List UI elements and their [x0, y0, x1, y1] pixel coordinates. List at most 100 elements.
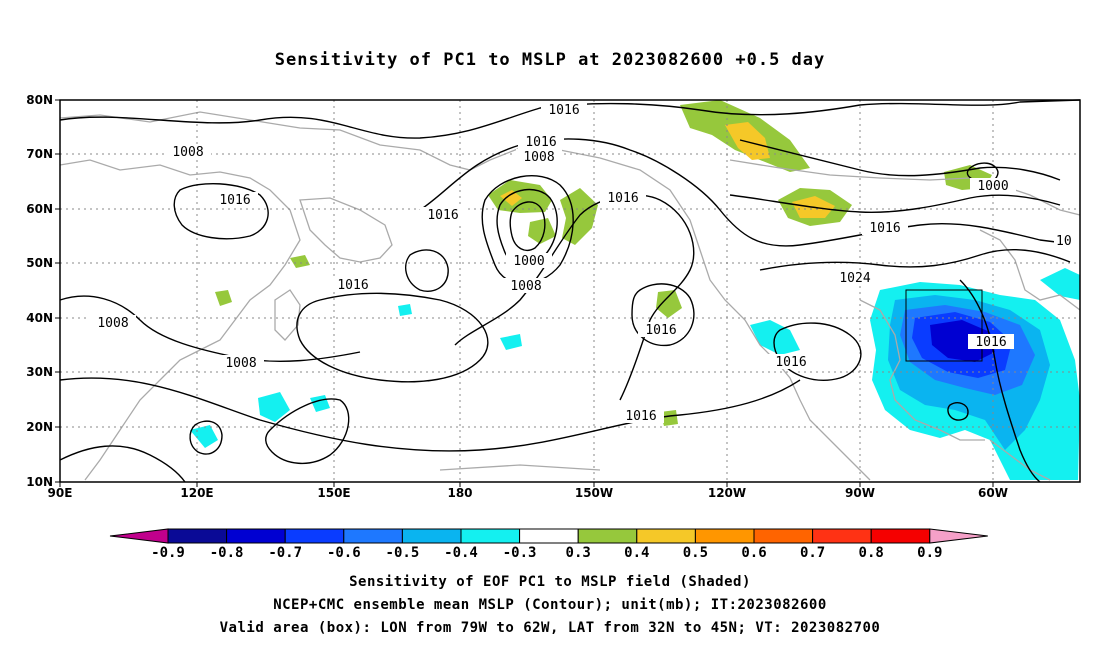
colorbar-segment [284, 528, 345, 544]
colorbar-label: -0.9 [151, 545, 185, 561]
lon-tick-label: 150W [575, 486, 613, 500]
latitude-axis: 80N 70N 60N 50N 40N 30N 20N 10N [26, 93, 60, 489]
colorbar-label: 0.8 [859, 545, 884, 561]
map-frame [59, 99, 1081, 483]
mslp-contour [631, 283, 695, 347]
coastline [859, 299, 985, 441]
mslp-contour [481, 175, 574, 285]
svg-text:1024: 1024 [839, 271, 870, 286]
coastline [59, 159, 301, 481]
svg-text:1016: 1016 [607, 191, 638, 206]
contour-label: 1016 [768, 354, 814, 370]
svg-text:1016: 1016 [645, 323, 676, 338]
colorbar-label: -0.4 [444, 545, 478, 561]
svg-text:10: 10 [1056, 234, 1072, 249]
contour-label: 1016 [420, 207, 466, 223]
colorbar-label: 0.4 [624, 545, 649, 561]
colorbar-segment [870, 528, 931, 544]
svg-text:1016: 1016 [775, 355, 806, 370]
colorbar-segment [401, 528, 462, 544]
mslp-contour [59, 377, 801, 452]
contour-label: 1016 [638, 322, 684, 338]
colorbar-low-arrow [109, 528, 169, 544]
lon-tick-label: 120W [708, 486, 746, 500]
svg-text:1008: 1008 [510, 279, 541, 294]
colorbar: -0.9 -0.8 -0.7 -0.6 -0.5 -0.4 -0.3 0.3 0.4 0.5 0.6… [109, 528, 988, 561]
svg-text:1008: 1008 [172, 145, 203, 160]
colorbar-segment [694, 528, 755, 544]
colorbar-high-arrow [929, 528, 988, 544]
lon-tick-label: 180 [447, 486, 472, 500]
caption-line-2: NCEP+CMC ensemble mean MSLP (Contour); u… [273, 597, 827, 613]
colorbar-label: -0.3 [503, 545, 537, 561]
svg-text:1016: 1016 [869, 221, 900, 236]
coastline [729, 159, 1081, 216]
mslp-contour [454, 194, 695, 401]
lon-tick-label: 90W [845, 486, 875, 500]
negative-patch [1040, 268, 1080, 300]
svg-text:1008: 1008 [523, 150, 554, 165]
mslp-contour [509, 201, 546, 252]
colorbar-label: 0.6 [741, 545, 766, 561]
colorbar-segment [812, 528, 872, 544]
positive-patch [528, 218, 556, 244]
lat-tick-label: 60N [26, 202, 53, 216]
caption-line-1: Sensitivity of EOF PC1 to MSLP field (Sh… [349, 574, 751, 590]
lon-tick-label: 60W [978, 486, 1008, 500]
mslp-contour [729, 194, 1061, 213]
lat-tick-label: 30N [26, 365, 53, 379]
colorbar-label: 0.5 [683, 545, 708, 561]
svg-text:1016: 1016 [625, 409, 656, 424]
mslp-contour [59, 445, 186, 483]
colorbar-label: -0.5 [386, 545, 420, 561]
colorbar-label: -0.7 [268, 545, 302, 561]
mslp-contour [404, 249, 449, 292]
contour-label: 1016 [618, 408, 664, 424]
positive-patch [290, 255, 310, 268]
lat-tick-label: 10N [26, 475, 53, 489]
contour-label: 1008 [218, 355, 264, 371]
longitude-axis: 90E 120E 150E 180 150W 120W 90W 60W [48, 482, 1008, 500]
lon-tick-label: 150E [317, 486, 350, 500]
contour-label: 1000 [970, 178, 1016, 194]
coastline [979, 229, 1081, 311]
svg-text:1016: 1016 [975, 335, 1006, 350]
mslp-contour [265, 398, 350, 465]
mslp-contour [296, 292, 489, 383]
gridlines [60, 100, 1080, 482]
positive-patch [215, 290, 232, 306]
contour-label: 1016 [968, 334, 1014, 350]
contour-label: 1016 [541, 102, 587, 118]
positive-patch [500, 190, 522, 206]
mslp-contour [773, 322, 862, 381]
contour-label: 1024 [832, 270, 878, 286]
colorbar-label: 0.9 [917, 545, 942, 561]
mslp-contour [739, 139, 1061, 181]
colorbar-segment [167, 528, 228, 544]
colorbar-label: -0.8 [210, 545, 244, 561]
coastline [439, 464, 601, 471]
colorbar-label: -0.6 [327, 545, 361, 561]
colorbar-label: 0.7 [800, 545, 825, 561]
negative-patch [258, 392, 290, 422]
coastline [299, 197, 393, 263]
positive-patch [656, 290, 682, 318]
contour-label: 1008 [503, 278, 549, 294]
svg-text:1000: 1000 [977, 179, 1008, 194]
contour-label: 1000 [506, 253, 552, 269]
lat-tick-label: 20N [26, 420, 53, 434]
lat-tick-label: 80N [26, 93, 53, 107]
svg-text:1016: 1016 [548, 103, 579, 118]
coastline [599, 157, 871, 481]
mslp-contour [947, 402, 969, 421]
svg-text:1016: 1016 [427, 208, 458, 223]
colorbar-segment [753, 528, 814, 544]
lat-tick-label: 70N [26, 147, 53, 161]
mslp-contour [59, 295, 361, 363]
colorbar-segment [343, 528, 403, 544]
lon-tick-label: 120E [180, 486, 213, 500]
contour-labels: 1016 1016 1008 1008 1016 1016 1016 1000 … [90, 102, 1080, 424]
contour-label: 1008 [165, 144, 211, 160]
svg-text:1008: 1008 [225, 356, 256, 371]
coastline [989, 439, 1051, 481]
